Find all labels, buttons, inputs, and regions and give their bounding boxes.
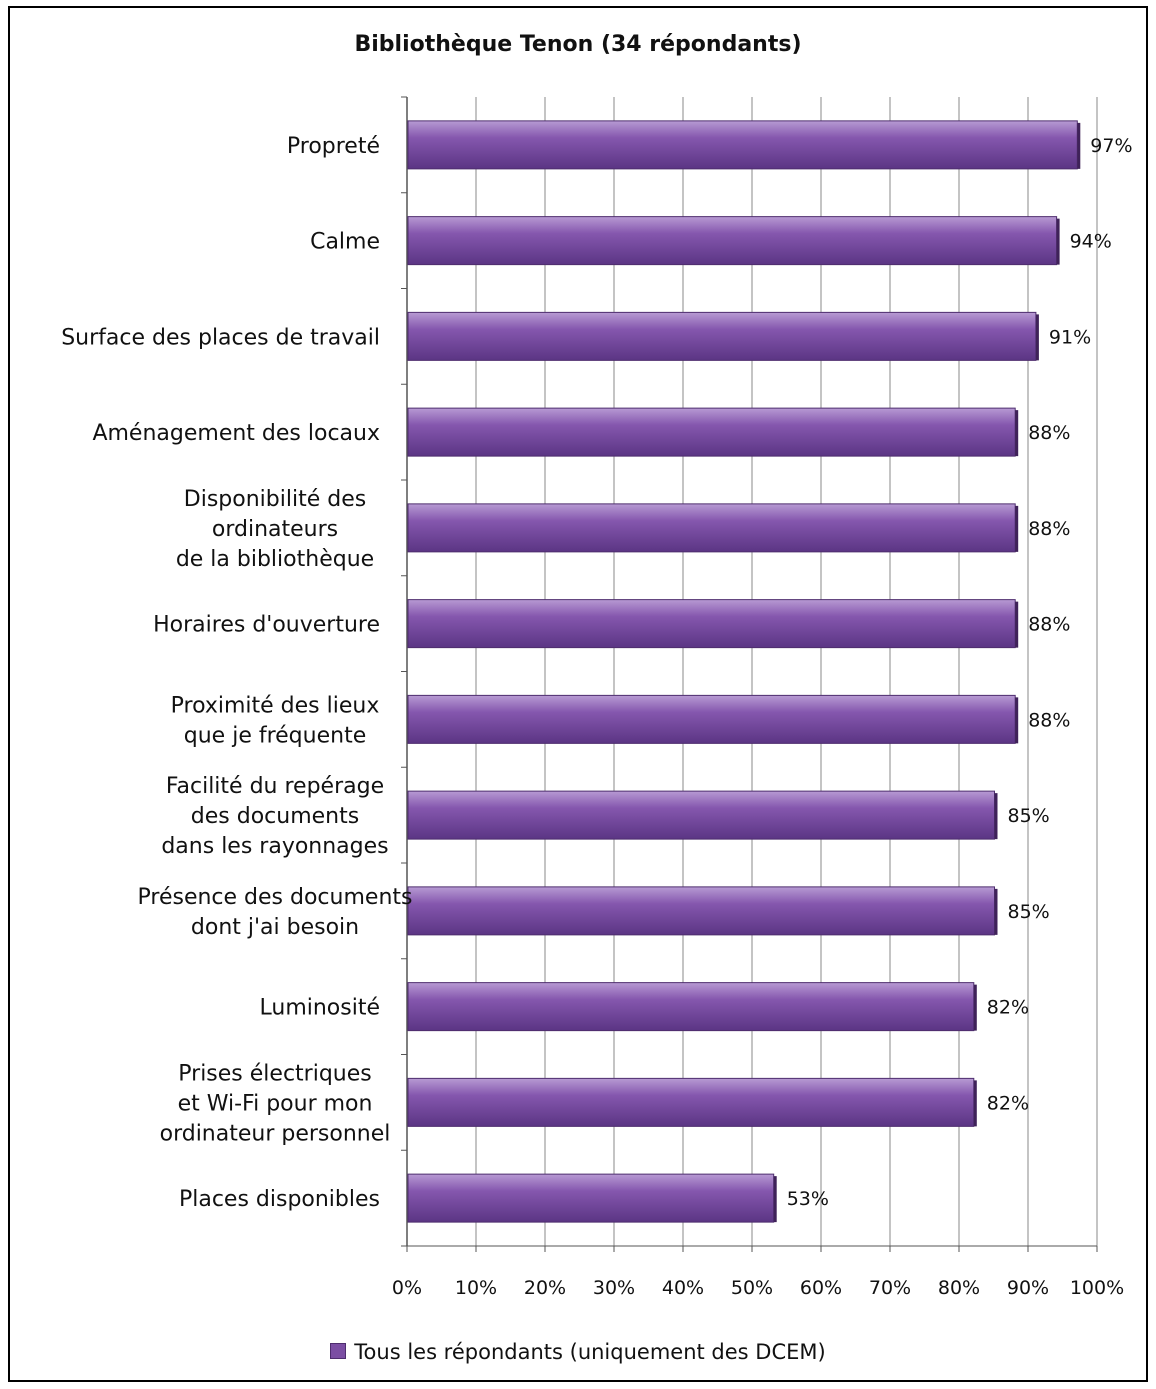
bar-shadow-5 [1015,601,1019,648]
bar-shadow-2 [1035,314,1039,361]
category-label-6-1: que je fréquente [184,723,366,748]
x-tick-label-2: 20% [524,1277,566,1299]
category-label-2-0: Surface des places de travail [61,325,380,350]
bar-shadow-7 [994,793,998,840]
value-label-4: 88% [1028,518,1070,540]
bar-shadow-9 [973,984,977,1031]
category-label-4-2: de la bibliothèque [176,547,374,572]
x-tick-label-4: 40% [662,1277,704,1299]
value-label-8: 85% [1008,901,1050,923]
x-tick-label-3: 30% [593,1277,635,1299]
category-label-7-2: dans les rayonnages [161,834,388,859]
bar-1 [407,216,1058,266]
x-tick-label-9: 90% [1007,1277,1049,1299]
value-label-11: 53% [787,1188,829,1210]
x-tick-label-0: 0% [392,1277,422,1299]
category-label-7-0: Facilité du repérage [166,774,384,799]
x-tick-label-7: 70% [869,1277,911,1299]
x-tick-label-10: 100% [1070,1277,1124,1299]
category-label-3-0: Aménagement des locaux [92,421,380,446]
value-label-10: 82% [987,1092,1029,1114]
bar-0 [407,120,1078,170]
bar-6 [407,694,1016,744]
category-label-8-0: Présence des documents [138,885,413,910]
chart-title: Bibliothèque Tenon (34 répondants) [354,32,802,57]
value-label-1: 94% [1070,231,1112,253]
category-label-4-1: ordinateurs [212,517,338,542]
category-label-11-0: Places disponibles [179,1187,380,1212]
value-label-7: 85% [1008,805,1050,827]
bar-shadow-3 [1015,410,1019,457]
category-label-4-0: Disponibilité des [184,487,366,512]
category-label-5-0: Horaires d'ouverture [153,613,380,638]
bar-3 [407,407,1016,457]
value-label-3: 88% [1028,422,1070,444]
value-label-2: 91% [1049,326,1091,348]
category-label-1-0: Calme [310,230,380,255]
bar-8 [407,886,995,936]
x-tick-label-5: 50% [731,1277,773,1299]
gridlines [401,96,1098,1252]
value-label-9: 82% [987,997,1029,1019]
bar-shadow-10 [973,1080,977,1127]
category-label-10-2: ordinateur personnel [160,1121,391,1146]
bar-11 [407,1173,775,1223]
legend-swatch [330,1343,347,1359]
category-labels: Propreté Calme Surface des places de trava… [61,134,412,1212]
value-label-6: 88% [1028,709,1070,731]
bar-shadow-8 [994,888,998,935]
bar-shadow-0 [1077,122,1081,169]
x-tick-label-6: 60% [800,1277,842,1299]
value-labels: 97% 94% 91% 88% 88% 88% 88% 85% 85% 82% 82% 53% [787,135,1133,1210]
x-tick-label-8: 80% [938,1277,980,1299]
category-label-7-1: des documents [191,804,359,829]
x-tick-label-1: 10% [455,1277,497,1299]
value-label-5: 88% [1028,614,1070,636]
chart-frame [8,6,1148,1382]
bars [407,120,1081,1223]
x-tick-labels: 0% 10% 20% 30% 40% 50% 60% 70% 80% 90% 100% [392,1277,1124,1299]
category-label-8-1: dont j'ai besoin [191,915,359,940]
bar-2 [407,311,1037,361]
bar-9 [407,982,975,1032]
bar-shadow-6 [1015,697,1019,744]
bar-shadow-4 [1015,505,1019,552]
legend-label: Tous les répondants (uniquement des DCEM… [354,1340,826,1364]
category-label-9-0: Luminosité [260,996,381,1021]
bar-10 [407,1077,975,1127]
category-label-0-0: Propreté [287,134,380,159]
bar-7 [407,790,995,840]
bar-4 [407,503,1016,553]
category-label-6-0: Proximité des lieux [171,693,380,718]
category-label-10-1: et Wi-Fi pour mon [178,1091,373,1116]
bar-shadow-1 [1056,218,1060,265]
category-label-10-0: Prises électriques [178,1061,371,1086]
bar-5 [407,599,1016,649]
legend: Tous les répondants (uniquement des DCEM… [0,1340,1156,1364]
value-label-0: 97% [1090,135,1132,157]
bar-shadow-11 [773,1176,777,1223]
